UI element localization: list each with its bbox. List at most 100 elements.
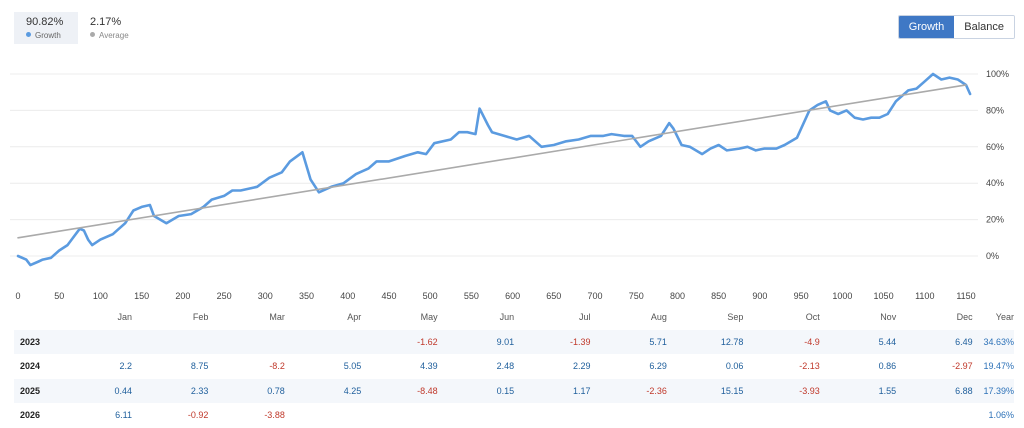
x-tick-label: 0 <box>15 291 20 301</box>
x-tick-label: 450 <box>381 291 396 301</box>
average-stat[interactable]: 2.17% Average <box>82 12 152 44</box>
growth-series-line <box>16 72 972 267</box>
growth-label: Growth <box>35 31 61 40</box>
return-cell: 6.88 <box>955 385 973 396</box>
x-tick-label: 200 <box>175 291 190 301</box>
return-cell: 5.44 <box>878 336 897 347</box>
average-label: Average <box>99 31 129 40</box>
year-total-cell: 1.06% <box>988 410 1014 421</box>
return-cell: -1.39 <box>570 336 591 347</box>
return-cell: 4.39 <box>420 361 438 372</box>
x-tick-label: 400 <box>340 291 355 301</box>
x-tick-label: 1050 <box>874 291 894 301</box>
return-cell: 2.33 <box>190 385 209 396</box>
return-cell: 6.49 <box>955 336 973 347</box>
x-tick-label: 900 <box>752 291 767 301</box>
month-header: Aug <box>650 312 667 323</box>
balance-button[interactable]: Balance <box>954 16 1014 38</box>
return-cell: 0.78 <box>267 385 285 396</box>
return-cell: -8.2 <box>269 361 285 372</box>
x-tick-label: 1100 <box>915 291 934 301</box>
x-tick-label: 100 <box>93 291 108 301</box>
x-tick-label: 300 <box>258 291 273 301</box>
return-cell: -8.48 <box>417 385 438 396</box>
year-header: Year <box>995 312 1014 323</box>
y-tick-label: 80% <box>986 105 1004 115</box>
return-cell: -2.13 <box>799 361 820 372</box>
x-tick-label: 50 <box>54 291 64 301</box>
month-header: Apr <box>347 312 362 323</box>
return-cell: 0.86 <box>878 361 897 372</box>
x-tick-label: 600 <box>505 291 520 301</box>
x-tick-label: 650 <box>546 291 561 301</box>
year-cell: 2026 <box>20 410 41 421</box>
return-cell: 12.78 <box>720 336 744 347</box>
average-trend-line <box>17 84 967 239</box>
return-cell: -3.93 <box>799 385 820 396</box>
x-tick-label: 500 <box>423 291 438 301</box>
x-tick-label: 1000 <box>832 291 852 301</box>
year-cell: 2024 <box>20 361 41 372</box>
return-cell: -2.36 <box>646 385 667 396</box>
x-tick-label: 550 <box>464 291 479 301</box>
return-cell: 2.2 <box>119 361 132 372</box>
return-cell: -3.88 <box>264 410 285 421</box>
x-tick-label: 1150 <box>956 291 975 301</box>
y-tick-label: 100% <box>986 69 1009 79</box>
x-tick-label: 250 <box>217 291 232 301</box>
year-total-cell: 19.47% <box>983 361 1014 372</box>
y-tick-label: 0% <box>986 251 999 261</box>
month-header: Dec <box>956 312 973 323</box>
growth-legend: Growth <box>26 31 61 40</box>
table-row: 2025 0.44 2.33 0.78 4.25 -8.48 0.15 1.17 -2.36 15… <box>14 378 1014 403</box>
return-cell: 1.17 <box>572 385 591 396</box>
month-header: Mar <box>269 312 285 323</box>
returns-header-row: Jan Feb Mar Apr May Jun Jul Aug Sep Oct Nov Dec Year <box>14 305 1014 330</box>
x-tick-label: 150 <box>134 291 149 301</box>
return-cell: 9.01 <box>496 336 515 347</box>
month-header: Sep <box>727 312 744 323</box>
return-cell: 2.29 <box>572 361 591 372</box>
y-tick-label: 60% <box>986 142 1004 152</box>
return-cell: 5.71 <box>649 336 667 347</box>
x-tick-label: 950 <box>794 291 809 301</box>
return-cell: 0.06 <box>725 361 744 372</box>
year-cell: 2023 <box>20 336 41 347</box>
month-header: Feb <box>192 312 209 323</box>
monthly-returns-table: Jan Feb Mar Apr May Jun Jul Aug Sep Oct Nov Dec Year… <box>14 305 1014 428</box>
table-row: 2023 -1.62 9.01 -1.39 5.71 12.78 -4.9 5.44 6.49 3… <box>14 329 1014 354</box>
return-cell: 2.48 <box>496 361 515 372</box>
returns-body: 2023 -1.62 9.01 -1.39 5.71 12.78 -4.9 5.44 6.49 3… <box>14 329 1014 428</box>
month-header: Jul <box>579 312 591 323</box>
return-cell: -0.92 <box>187 410 209 421</box>
return-cell: 1.55 <box>878 385 897 396</box>
chart-mode-toggle: Growth Balance <box>897 15 1015 39</box>
return-cell: 6.29 <box>649 361 667 372</box>
month-header: Oct <box>805 312 820 323</box>
growth-button[interactable]: Growth <box>898 16 955 38</box>
average-legend: Average <box>90 31 129 40</box>
x-tick-label: 700 <box>588 291 603 301</box>
x-tick-label: 750 <box>629 291 644 301</box>
return-cell: -2.97 <box>952 361 973 372</box>
growth-dot-icon <box>26 32 31 37</box>
table-row: 2026 6.11 -0.92 -3.88 1.06% <box>14 403 1014 428</box>
return-cell: 6.11 <box>115 410 132 421</box>
year-total-cell: 17.39% <box>983 385 1014 396</box>
growth-stat[interactable]: 90.82% Growth <box>14 12 78 44</box>
month-header: Nov <box>880 312 897 323</box>
x-tick-label: 850 <box>711 291 726 301</box>
return-cell: 4.25 <box>343 385 362 396</box>
return-cell: 15.15 <box>720 385 744 396</box>
year-cell: 2025 <box>20 385 41 396</box>
return-cell: 8.75 <box>190 361 209 372</box>
return-cell: -1.62 <box>417 336 438 347</box>
table-row: 2024 2.2 8.75 -8.2 5.05 4.39 2.48 2.29 6.29 0.06 -… <box>14 354 1014 379</box>
return-cell: -4.9 <box>804 336 820 347</box>
growth-value: 90.82% <box>26 16 64 28</box>
return-cell: 5.05 <box>343 361 362 372</box>
month-header: Jan <box>117 312 132 323</box>
y-tick-label: 40% <box>986 178 1004 188</box>
growth-chart: 100% 80% 60% 40% 20% 0% 0 50 100 150 200 250 300 350 4… <box>10 69 1009 301</box>
average-dot-icon <box>90 32 95 37</box>
